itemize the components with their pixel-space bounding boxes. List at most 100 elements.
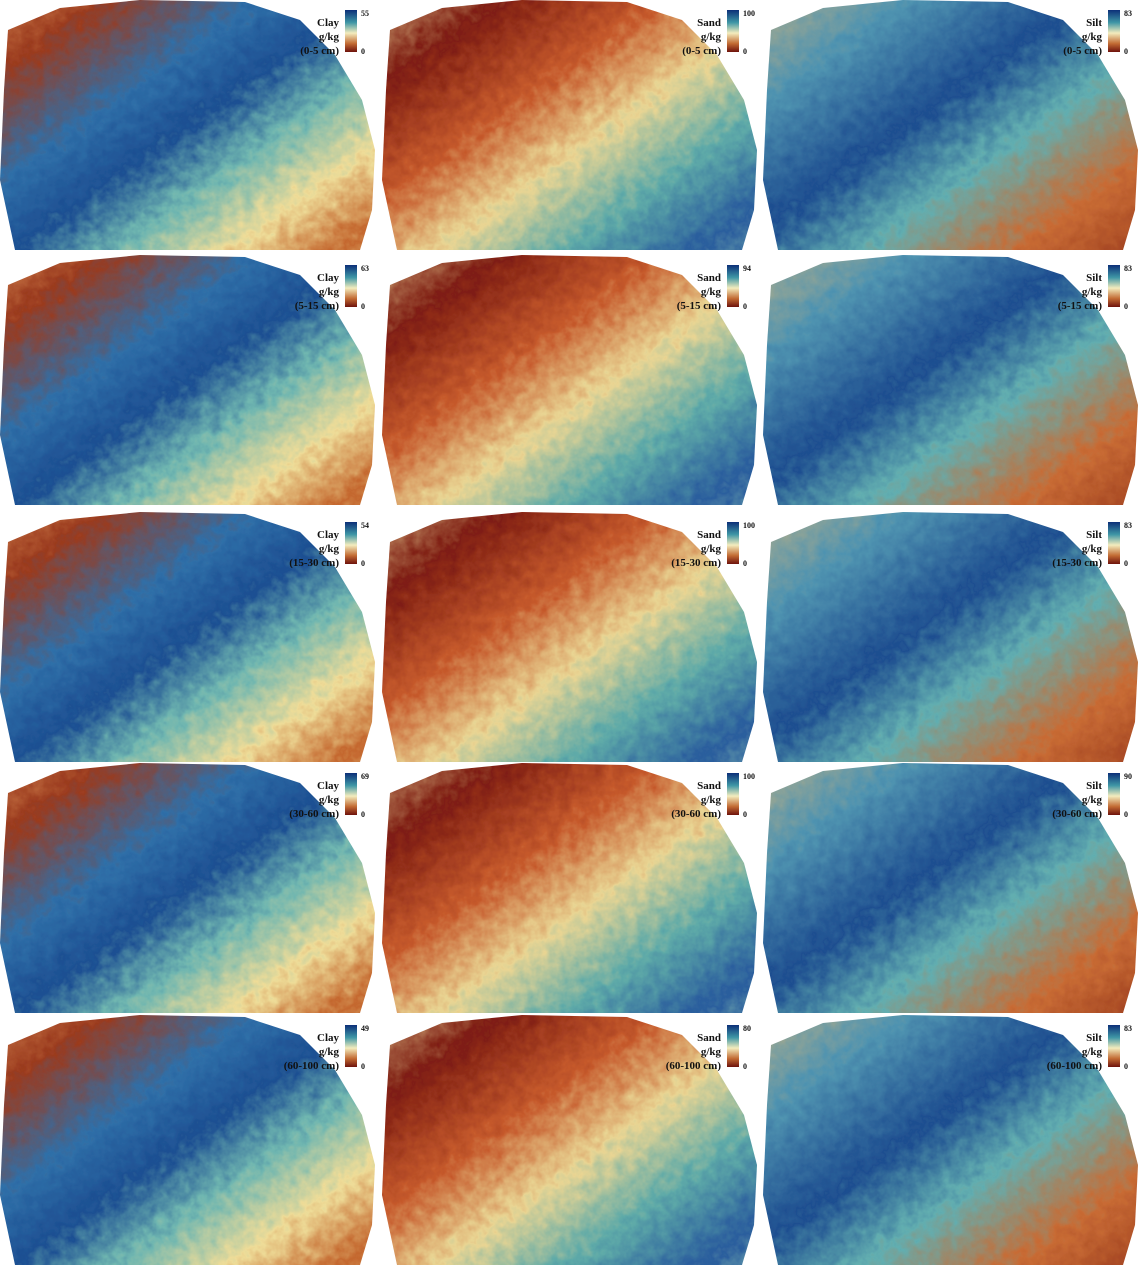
legend-max: 83: [1124, 264, 1132, 273]
legend-max: 69: [361, 772, 369, 781]
property-label: Clay: [317, 17, 340, 29]
property-label: Clay: [317, 529, 340, 541]
legend-max: 83: [1124, 9, 1132, 18]
legend-max: 90: [1124, 772, 1132, 781]
legend-min: 0: [361, 559, 365, 568]
legend-max: 94: [743, 264, 751, 273]
property-label: Sand: [697, 529, 721, 541]
property-label: Sand: [697, 17, 721, 29]
map-raster: [352, 733, 787, 1043]
map-panel: 100 0 Sand g/kg (15-30 cm): [352, 482, 787, 792]
map-raster: [0, 225, 405, 535]
unit-label: g/kg: [319, 286, 340, 298]
map-panel: 55 0 Clay g/kg (0-5 cm): [0, 0, 405, 280]
depth-label: (15-30 cm): [1052, 557, 1102, 569]
legend-min: 0: [361, 47, 365, 56]
map-raster: [352, 985, 787, 1268]
legend-max: 83: [1124, 521, 1132, 530]
depth-label: (5-15 cm): [677, 300, 722, 312]
unit-label: g/kg: [701, 286, 722, 298]
colorbar: [727, 10, 739, 52]
depth-label: (30-60 cm): [671, 808, 721, 820]
legend-max: 54: [361, 521, 369, 530]
map-panel: 83 0 Silt g/kg (5-15 cm): [733, 225, 1138, 535]
legend-min: 0: [743, 559, 747, 568]
map-raster: [352, 482, 787, 792]
legend-min: 0: [743, 810, 747, 819]
map-raster: [733, 482, 1138, 792]
property-label: Silt: [1086, 17, 1102, 29]
legend-max: 80: [743, 1024, 751, 1033]
legend-max: 83: [1124, 1024, 1132, 1033]
depth-label: (30-60 cm): [289, 808, 339, 820]
depth-label: (15-30 cm): [289, 557, 339, 569]
colorbar: [1108, 522, 1120, 564]
unit-label: g/kg: [1082, 286, 1103, 298]
map-panel: 94 0 Sand g/kg (5-15 cm): [352, 225, 787, 535]
map-panel: 100 0 Sand g/kg (30-60 cm): [352, 733, 787, 1043]
property-label: Silt: [1086, 1032, 1102, 1044]
unit-label: g/kg: [701, 543, 722, 555]
legend-max: 49: [361, 1024, 369, 1033]
property-label: Sand: [697, 780, 721, 792]
map-raster: [0, 482, 405, 792]
unit-label: g/kg: [319, 31, 340, 43]
depth-label: (5-15 cm): [1058, 300, 1103, 312]
map-raster: [0, 0, 405, 280]
colorbar: [727, 1025, 739, 1067]
legend-min: 0: [743, 302, 747, 311]
unit-label: g/kg: [701, 1046, 722, 1058]
unit-label: g/kg: [701, 31, 722, 43]
legend-max: 100: [743, 772, 755, 781]
colorbar: [345, 773, 357, 815]
legend-min: 0: [1124, 302, 1128, 311]
unit-label: g/kg: [319, 794, 340, 806]
map-raster: [0, 985, 405, 1268]
map-panel: 83 0 Silt g/kg (15-30 cm): [733, 482, 1138, 792]
unit-label: g/kg: [319, 1046, 340, 1058]
colorbar: [345, 10, 357, 52]
unit-label: g/kg: [1082, 543, 1103, 555]
colorbar: [345, 265, 357, 307]
property-label: Silt: [1086, 529, 1102, 541]
colorbar: [345, 1025, 357, 1067]
map-raster: [733, 0, 1138, 280]
legend-min: 0: [361, 1062, 365, 1071]
colorbar: [727, 773, 739, 815]
map-raster: [352, 0, 787, 280]
map-panel: 83 0 Silt g/kg (60-100 cm): [733, 985, 1138, 1268]
legend-min: 0: [1124, 559, 1128, 568]
property-label: Silt: [1086, 780, 1102, 792]
depth-label: (60-100 cm): [1047, 1060, 1103, 1072]
legend-min: 0: [743, 47, 747, 56]
legend-max: 55: [361, 9, 369, 18]
unit-label: g/kg: [319, 543, 340, 555]
legend-min: 0: [1124, 1062, 1128, 1071]
legend-min: 0: [361, 302, 365, 311]
legend-min: 0: [361, 810, 365, 819]
depth-label: (15-30 cm): [671, 557, 721, 569]
colorbar: [727, 522, 739, 564]
unit-label: g/kg: [1082, 1046, 1103, 1058]
colorbar: [1108, 773, 1120, 815]
depth-label: (0-5 cm): [300, 45, 339, 57]
unit-label: g/kg: [1082, 31, 1103, 43]
legend-min: 0: [1124, 47, 1128, 56]
map-panel: 54 0 Clay g/kg (15-30 cm): [0, 482, 405, 792]
unit-label: g/kg: [701, 794, 722, 806]
property-label: Silt: [1086, 272, 1102, 284]
map-raster: [0, 733, 405, 1043]
colorbar: [1108, 10, 1120, 52]
legend-max: 63: [361, 264, 369, 273]
depth-label: (60-100 cm): [666, 1060, 722, 1072]
property-label: Sand: [697, 272, 721, 284]
map-panel: 63 0 Clay g/kg (5-15 cm): [0, 225, 405, 535]
property-label: Clay: [317, 272, 340, 284]
unit-label: g/kg: [1082, 794, 1103, 806]
depth-label: (5-15 cm): [295, 300, 340, 312]
